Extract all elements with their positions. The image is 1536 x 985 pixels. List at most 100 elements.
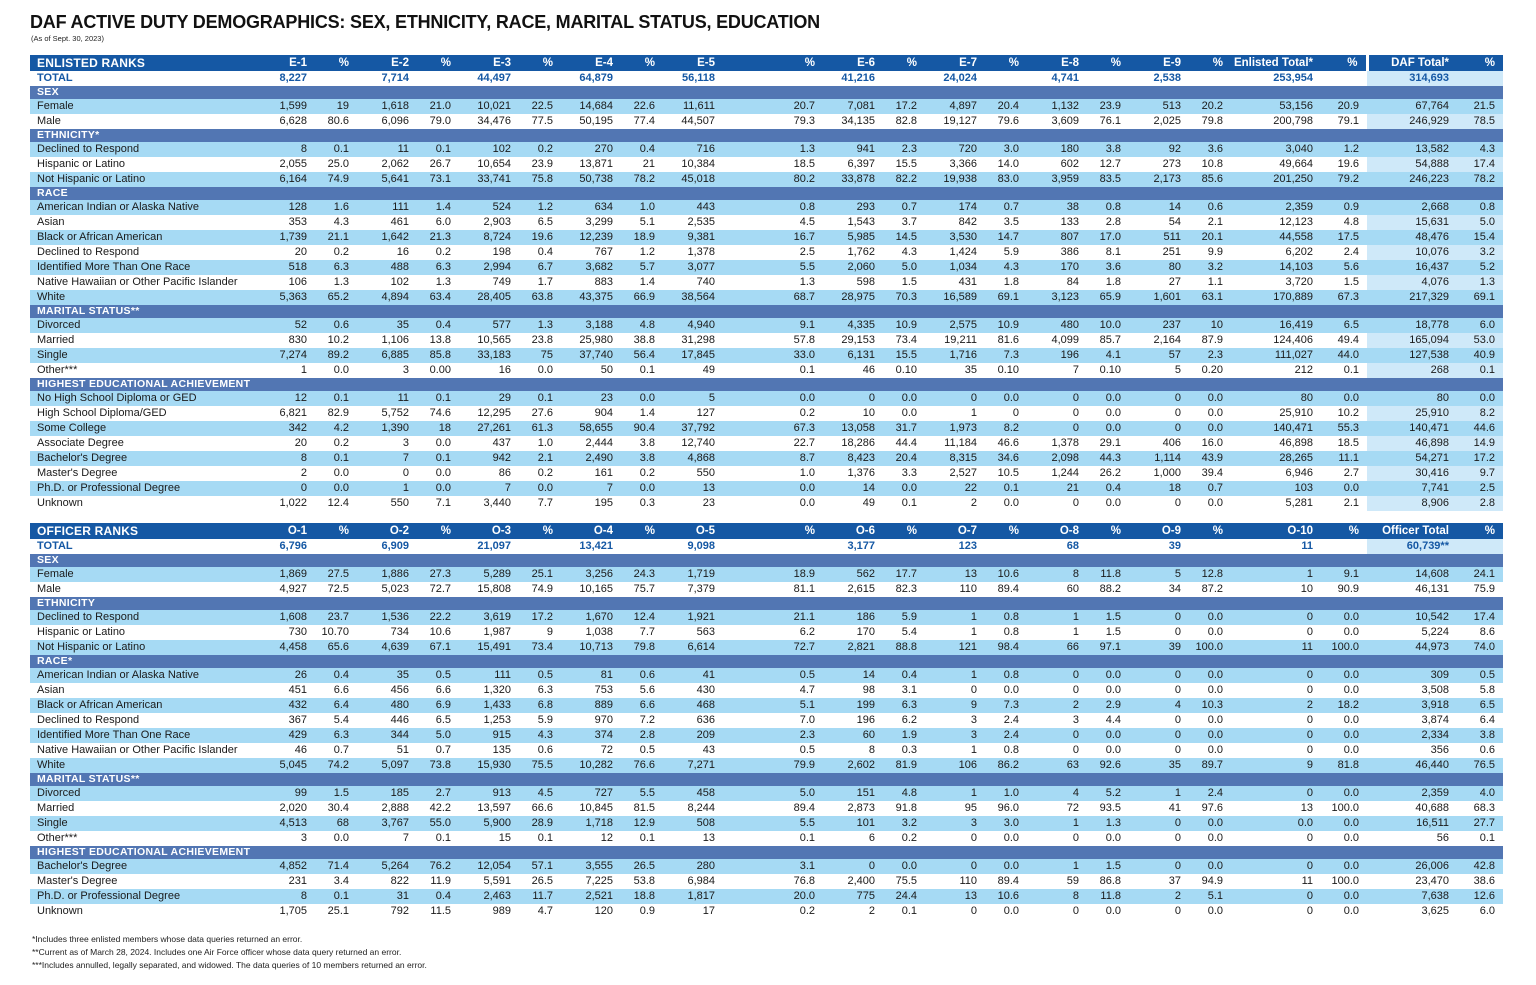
data-cell: 0.0 xyxy=(1189,668,1231,683)
data-cell: 563 xyxy=(663,625,723,640)
data-cell: 0.5 xyxy=(519,668,561,683)
data-cell: 11.7 xyxy=(519,889,561,904)
data-cell: 18.2 xyxy=(1321,698,1367,713)
page-title: DAF ACTIVE DUTY DEMOGRAPHICS: SEX, ETHNI… xyxy=(30,12,820,32)
data-cell: 49,664 xyxy=(1231,157,1321,172)
data-cell: 78.2 xyxy=(1457,172,1503,187)
data-cell: 2,062 xyxy=(357,157,417,172)
data-cell: 90.4 xyxy=(621,421,663,436)
data-cell: 65.9 xyxy=(1087,290,1129,305)
data-cell: 0.1 xyxy=(1457,363,1503,378)
total-cell: 253,954 xyxy=(1231,71,1321,86)
data-cell: 0.0 xyxy=(621,391,663,406)
row-label: Declined to Respond xyxy=(30,610,255,625)
data-cell: 46.6 xyxy=(985,436,1027,451)
data-cell: 0.2 xyxy=(315,245,357,260)
data-cell: 21 xyxy=(1027,481,1087,496)
data-cell: 1.5 xyxy=(1087,859,1129,874)
data-cell: 88.8 xyxy=(883,640,925,655)
data-cell: 110 xyxy=(925,582,985,597)
data-cell: 66.9 xyxy=(621,290,663,305)
col-header: % xyxy=(315,523,357,539)
data-cell: 170 xyxy=(823,625,883,640)
data-cell: 26.7 xyxy=(417,157,459,172)
data-cell: 0.0 xyxy=(1189,728,1231,743)
data-cell: 72.7 xyxy=(417,582,459,597)
data-cell: 0.9 xyxy=(621,904,663,919)
data-cell: 100.0 xyxy=(1321,874,1367,889)
data-cell: 1,762 xyxy=(823,245,883,260)
data-cell: 0.2 xyxy=(519,466,561,481)
data-cell: 59 xyxy=(1027,874,1087,889)
data-cell: 13,871 xyxy=(561,157,621,172)
data-cell: 3,299 xyxy=(561,215,621,230)
data-cell: 508 xyxy=(663,816,723,831)
data-cell: 0 xyxy=(1129,831,1189,846)
data-cell: 185 xyxy=(357,786,417,801)
data-cell: 35 xyxy=(357,318,417,333)
col-header: O-3 xyxy=(459,523,519,539)
data-cell: 0 xyxy=(1027,743,1087,758)
data-row: Male 4,927 72.5 5,023 72.7 15,808 74.9 10,165 75… xyxy=(30,582,1503,597)
col-header: % xyxy=(621,523,663,539)
data-cell: 5,224 xyxy=(1367,625,1457,640)
data-cell: 1 xyxy=(255,363,315,378)
total-cell: 7,714 xyxy=(357,71,417,86)
data-cell: 3,440 xyxy=(459,496,519,511)
data-cell: 31,298 xyxy=(663,333,723,348)
data-cell: 201,250 xyxy=(1231,172,1321,187)
data-cell: 5.9 xyxy=(519,713,561,728)
data-cell: 18.8 xyxy=(621,889,663,904)
data-cell: 231 xyxy=(255,874,315,889)
row-label: Declined to Respond xyxy=(30,245,255,260)
data-cell: 9.1 xyxy=(1321,567,1367,582)
data-cell: 57.8 xyxy=(723,333,823,348)
data-cell: 0.0 xyxy=(519,363,561,378)
data-cell: 0 xyxy=(1129,904,1189,919)
data-cell: 7,741 xyxy=(1367,481,1457,496)
data-cell: 1,642 xyxy=(357,230,417,245)
data-cell: 57 xyxy=(1129,348,1189,363)
data-cell: 63.4 xyxy=(417,290,459,305)
data-cell: 0 xyxy=(1027,421,1087,436)
data-cell: 87.2 xyxy=(1189,582,1231,597)
data-cell: 1,376 xyxy=(823,466,883,481)
data-cell: 6,984 xyxy=(663,874,723,889)
data-cell: 5.0 xyxy=(417,728,459,743)
data-cell: 15,930 xyxy=(459,758,519,773)
total-cell: 56,118 xyxy=(663,71,723,86)
data-cell: 35 xyxy=(925,363,985,378)
data-cell: 0.1 xyxy=(417,451,459,466)
data-cell: 11 xyxy=(1231,874,1321,889)
data-cell: 3,609 xyxy=(1027,114,1087,129)
data-cell: 42.2 xyxy=(417,801,459,816)
data-cell: 46,898 xyxy=(1367,436,1457,451)
row-label: Bachelor's Degree xyxy=(30,451,255,466)
data-cell: 1,106 xyxy=(357,333,417,348)
data-cell: 1.8 xyxy=(1087,275,1129,290)
data-cell: 0.0 xyxy=(1189,831,1231,846)
data-cell: 6 xyxy=(823,831,883,846)
data-cell: 80 xyxy=(1231,391,1321,406)
data-cell: 550 xyxy=(357,496,417,511)
total-cell: 3,177 xyxy=(823,539,883,554)
data-cell: 0.0 xyxy=(723,481,823,496)
data-cell: 96.0 xyxy=(985,801,1027,816)
data-cell: 37 xyxy=(1129,874,1189,889)
data-cell: 3 xyxy=(255,831,315,846)
data-cell: 970 xyxy=(561,713,621,728)
col-header: E-7 xyxy=(925,55,985,71)
data-cell: 2,521 xyxy=(561,889,621,904)
data-cell: 1,987 xyxy=(459,625,519,640)
row-label: Other*** xyxy=(30,831,255,846)
data-cell: 1,253 xyxy=(459,713,519,728)
data-row: Identified More Than One Race 429 6.3 344 5.… xyxy=(30,728,1503,743)
data-row: Female 1,869 27.5 1,886 27.3 5,289 25.1 3,256 24… xyxy=(30,567,1503,582)
data-cell: 54,888 xyxy=(1367,157,1457,172)
total-cell xyxy=(1457,539,1503,554)
data-cell: 6.6 xyxy=(417,683,459,698)
data-cell: 753 xyxy=(561,683,621,698)
section-header-label: SEX xyxy=(30,86,1503,99)
row-label: TOTAL xyxy=(30,71,255,86)
data-cell: 33,183 xyxy=(459,348,519,363)
